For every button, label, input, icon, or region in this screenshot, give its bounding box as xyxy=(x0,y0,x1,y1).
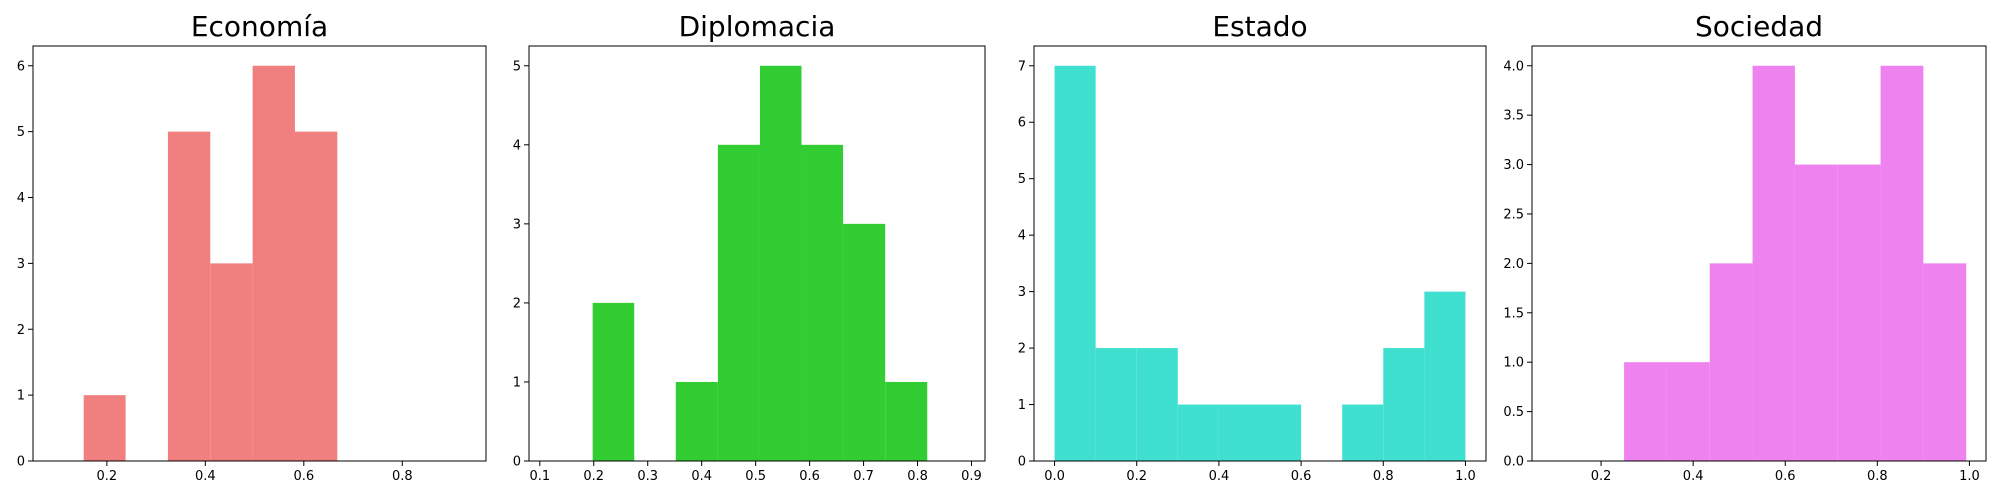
y-tick-label: 2 xyxy=(513,296,521,311)
histogram-bar xyxy=(1383,348,1425,461)
axes-frame xyxy=(1033,45,1487,462)
histogram-bar xyxy=(1260,404,1302,461)
x-tick-label: 0.2 xyxy=(583,469,604,484)
x-tick-label: 0.2 xyxy=(1126,469,1147,484)
histogram-bar xyxy=(759,65,802,461)
x-tick-label: 0.4 xyxy=(195,469,216,484)
histogram-bar xyxy=(1424,291,1466,461)
histogram-bar xyxy=(675,381,718,461)
panel-1: 0.2 0.4 0.6 0.8 0 1 2 3 4 5 6 Economía xyxy=(17,10,487,484)
histogram-bar xyxy=(1923,263,1967,461)
x-tick-label: 0.3 xyxy=(637,469,658,484)
y-tick-label: 1.5 xyxy=(1503,306,1524,321)
axes-frame xyxy=(528,45,986,462)
histogram-bar xyxy=(210,263,253,461)
y-tick-label: 4 xyxy=(1018,229,1026,244)
histogram-bar xyxy=(1177,404,1219,461)
x-tick-label: 0.0 xyxy=(1044,469,1065,484)
histogram-bar xyxy=(167,131,211,461)
histogram-bar xyxy=(1709,263,1753,461)
y-tick-label: 0 xyxy=(513,455,521,470)
x-tick-label: 0.8 xyxy=(1373,469,1394,484)
y-tick-label: 2 xyxy=(1018,342,1026,357)
y-tick-label: 1.0 xyxy=(1503,356,1524,371)
panel-title: Estado xyxy=(1212,10,1307,43)
histogram-bar xyxy=(1136,348,1178,461)
y-tick-label: 7 xyxy=(1018,59,1026,74)
y-tick-label: 1 xyxy=(17,389,25,404)
x-tick-label: 0.4 xyxy=(1683,469,1704,484)
y-tick-label: 2.0 xyxy=(1503,257,1524,272)
panel-4: 0.2 0.4 0.6 0.8 1.0 0.0 0.5 1.0 1.5 2.0 2.5 3.0 3.5 4… xyxy=(1503,10,1987,484)
x-tick-label: 0.6 xyxy=(293,469,314,484)
y-tick-label: 6 xyxy=(17,59,25,74)
y-tick-label: 0 xyxy=(17,455,25,470)
y-tick-label: 3 xyxy=(513,217,521,232)
y-tick-label: 5 xyxy=(513,59,521,74)
histogram-bar xyxy=(1752,65,1795,461)
y-tick-label: 3.5 xyxy=(1503,109,1524,124)
y-tick-label: 4.0 xyxy=(1503,59,1524,74)
y-tick-label: 5 xyxy=(17,125,25,140)
histogram-bar xyxy=(1880,65,1924,461)
x-tick-label: 0.8 xyxy=(907,469,928,484)
histogram-bar xyxy=(1095,348,1137,461)
histogram-bar xyxy=(1342,404,1384,461)
y-tick-label: 2.5 xyxy=(1503,207,1524,222)
x-tick-label: 0.8 xyxy=(392,469,413,484)
y-tick-label: 4 xyxy=(513,138,521,153)
histogram-bar xyxy=(592,302,635,461)
y-tick-label: 3.0 xyxy=(1503,158,1524,173)
x-tick-label: 0.9 xyxy=(961,469,982,484)
histogram-bar xyxy=(294,131,338,461)
histogram-bar xyxy=(1054,65,1096,461)
y-tick-label: 0 xyxy=(1018,455,1026,470)
histogram-bar xyxy=(1794,164,1838,462)
x-tick-label: 0.7 xyxy=(853,469,874,484)
x-tick-label: 0.4 xyxy=(691,469,712,484)
axes-frame xyxy=(32,45,487,462)
histogram-bar xyxy=(83,395,126,461)
x-tick-label: 0.4 xyxy=(1209,469,1230,484)
x-tick-label: 0.2 xyxy=(97,469,118,484)
y-tick-label: 1 xyxy=(513,375,521,390)
x-tick-label: 0.1 xyxy=(529,469,550,484)
y-tick-label: 0.0 xyxy=(1503,455,1524,470)
panel-title: Economía xyxy=(191,10,328,43)
histogram-bar xyxy=(717,144,760,462)
x-tick-label: 0.8 xyxy=(1867,469,1888,484)
y-tick-label: 5 xyxy=(1018,172,1026,187)
y-tick-label: 1 xyxy=(1018,398,1026,413)
histogram-bar xyxy=(1624,362,1667,461)
panel-2: 0.1 0.2 0.3 0.4 0.5 0.6 0.7 0.8 0.9 0 1 2 3 4 5 Diploma… xyxy=(513,10,986,484)
axes-frame xyxy=(1531,45,1987,462)
x-tick-label: 0.5 xyxy=(745,469,766,484)
x-tick-label: 0.6 xyxy=(799,469,820,484)
histogram-bar xyxy=(843,223,886,461)
y-tick-label: 0.5 xyxy=(1503,405,1524,420)
y-tick-label: 3 xyxy=(17,257,25,272)
histogram-bar xyxy=(252,65,295,461)
y-tick-label: 6 xyxy=(1018,116,1026,131)
y-tick-label: 2 xyxy=(17,323,25,338)
panel-title: Diplomacia xyxy=(679,10,836,43)
x-tick-label: 0.6 xyxy=(1775,469,1796,484)
x-tick-label: 1.0 xyxy=(1455,469,1476,484)
y-tick-label: 3 xyxy=(1018,285,1026,300)
histogram-bar xyxy=(885,381,928,461)
x-tick-label: 0.6 xyxy=(1291,469,1312,484)
panel-3: 0.0 0.2 0.4 0.6 0.8 1.0 0 1 2 3 4 5 6 7 Estado xyxy=(1018,10,1487,484)
x-tick-label: 0.2 xyxy=(1591,469,1612,484)
panel-title: Sociedad xyxy=(1695,10,1823,43)
x-tick-label: 1.0 xyxy=(1959,469,1980,484)
y-tick-label: 4 xyxy=(17,191,25,206)
histogram-bar xyxy=(801,144,844,462)
histogram-bar xyxy=(1666,362,1710,461)
histogram-bar xyxy=(1218,404,1260,461)
histogram-bar xyxy=(1837,164,1881,462)
